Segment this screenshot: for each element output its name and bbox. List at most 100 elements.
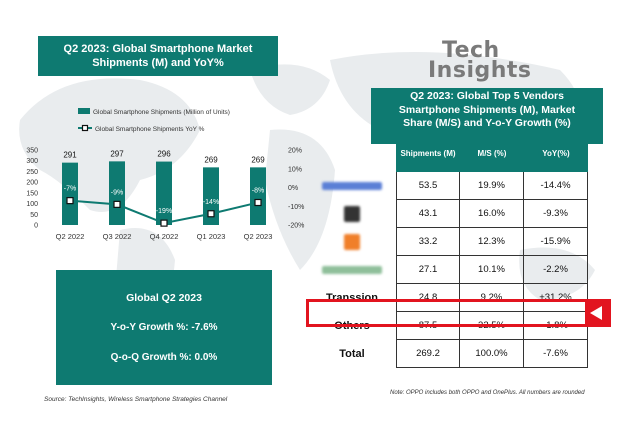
x-axis-label: Q1 2023	[197, 232, 226, 241]
right-title-line3: Share (M/S) and Y-o-Y Growth (%)	[403, 117, 571, 129]
table-row: 53.5 19.9% -14.4%	[308, 172, 603, 200]
table-row: Total 269.2 100.0% -7.6%	[308, 340, 603, 368]
bar-value-label: 297	[110, 149, 124, 158]
vendor-name-cell	[308, 200, 396, 228]
table-value-cell: 12.3%	[460, 228, 524, 256]
x-axis-label: Q4 2022	[150, 232, 179, 241]
blurred-vendor-logo	[322, 266, 382, 274]
bar-value-label: 296	[157, 150, 171, 159]
left-axis: 350 300 250 200 150 100 50 0	[26, 148, 38, 230]
summary-yoy: Y-o-Y Growth %: -7.6%	[110, 322, 218, 333]
left-chart-title: Q2 2023: Global Smartphone Market Shipme…	[38, 36, 278, 76]
legend-bar-label: Global Smartphone Shipments (Million of …	[93, 109, 230, 116]
table-header-cell: YoY(%)	[524, 144, 588, 172]
vendor-name-cell	[308, 172, 396, 200]
table-header-row: Shipments (M) M/S (%) YoY(%)	[308, 144, 603, 172]
table-row: 43.1 16.0% -9.3%	[308, 200, 603, 228]
yoy-marker	[113, 200, 121, 208]
summary-qoq: Q-o-Q Growth %: 0.0%	[110, 352, 218, 363]
right-title-line2: Smartphone Shipments (M), Market	[398, 103, 576, 116]
global-summary-box: Global Q2 2023 Y-o-Y Growth %: -7.6% Q-o…	[56, 270, 272, 385]
left-arrow-icon	[590, 306, 602, 320]
transsion-highlight-frame	[306, 299, 611, 327]
chart-legend: Global Smartphone Shipments (Million of …	[78, 108, 230, 133]
table-value-cell: 53.5	[396, 172, 460, 200]
yoy-marker	[207, 210, 215, 218]
bar	[203, 167, 219, 225]
bar-value-label: 291	[63, 151, 77, 160]
legend-line-label: Global Smartphone Shipments YoY %	[95, 126, 205, 133]
table-note: Note: OPPO includes both OPPO and OnePlu…	[390, 390, 585, 396]
legend-bar-swatch	[78, 108, 90, 114]
table-value-cell: 100.0%	[460, 340, 524, 368]
table-value-cell: 10.1%	[460, 256, 524, 284]
x-axis-label: Q3 2022	[103, 232, 132, 241]
left-axis-tick: 0	[34, 223, 38, 230]
bar	[109, 161, 125, 225]
yoy-value-label: -19%	[156, 208, 172, 215]
bar	[156, 161, 172, 225]
table-header-cell: Shipments (M)	[396, 144, 460, 172]
x-axis-label: Q2 2023	[244, 232, 273, 241]
bar	[62, 162, 78, 225]
right-axis-tick: -20%	[288, 223, 304, 230]
table-value-cell: +31.2%	[524, 284, 588, 312]
table-value-cell: -14.4%	[524, 172, 588, 200]
left-axis-tick: 250	[26, 169, 38, 176]
left-axis-tick: 300	[26, 158, 38, 165]
table-value-cell: 24.8	[396, 284, 460, 312]
bar-value-label: 269	[251, 155, 265, 164]
table-value-cell: 19.9%	[460, 172, 524, 200]
table-value-cell: 33.2	[396, 228, 460, 256]
yoy-marker	[66, 197, 74, 205]
left-axis-tick: 50	[30, 212, 38, 219]
table-value-cell: 9.2%	[460, 284, 524, 312]
left-title-line2: Shipments (M) and YoY%	[92, 57, 224, 69]
table-value-cell: 27.1	[396, 256, 460, 284]
bar-value-label: 269	[204, 155, 218, 164]
table-value-cell: 16.0%	[460, 200, 524, 228]
yoy-value-label: -14%	[203, 199, 219, 206]
blurred-vendor-logo	[344, 206, 360, 222]
left-axis-tick: 350	[26, 148, 38, 155]
right-axis: 20% 10% 0% -10% -20%	[288, 148, 304, 230]
table-value-cell: 43.1	[396, 200, 460, 228]
blurred-vendor-logo	[322, 182, 382, 190]
yoy-value-label: -7%	[64, 186, 76, 193]
yoy-value-label: -9%	[111, 189, 123, 196]
techinsights-logo: Tech Insights	[428, 38, 564, 83]
table-value-cell: 269.2	[396, 340, 460, 368]
bar-value-labels: 291 297 296 269 269	[63, 149, 265, 164]
vendor-name-cell	[308, 228, 396, 256]
source-note: Source: TechInsights, Wireless Smartphon…	[44, 396, 228, 403]
left-axis-tick: 200	[26, 180, 38, 187]
table-value-cell: -7.6%	[524, 340, 588, 368]
left-axis-tick: 150	[26, 190, 38, 197]
x-axis-label: Q2 2022	[56, 232, 85, 241]
vendor-name-cell: Total	[339, 348, 365, 360]
table-row: 27.1 10.1% -2.2%	[308, 256, 603, 284]
table-value-cell: -9.3%	[524, 200, 588, 228]
yoy-line-series: -7% -9% -19% -14% -8%	[64, 186, 264, 227]
table-header-cell: M/S (%)	[460, 144, 524, 172]
bar-series	[62, 161, 266, 225]
right-axis-tick: 10%	[288, 166, 302, 173]
x-axis-labels: Q2 2022 Q3 2022 Q4 2022 Q1 2023 Q2 2023	[56, 232, 273, 241]
bar	[250, 167, 266, 225]
right-table-title: Q2 2023: Global Top 5 Vendors Smartphone…	[371, 88, 603, 144]
left-axis-tick: 100	[26, 201, 38, 208]
legend-line-marker	[81, 124, 89, 132]
right-axis-tick: 0%	[288, 185, 298, 192]
left-title-line1: Q2 2023: Global Smartphone Market	[63, 43, 253, 55]
yoy-marker	[160, 219, 168, 227]
yoy-value-label: -8%	[252, 188, 264, 195]
right-title-line1: Q2 2023: Global Top 5 Vendors	[410, 90, 564, 102]
logo-text-tech: Tech	[442, 38, 500, 63]
table-value-cell: -2.2%	[524, 256, 588, 284]
table-row: 33.2 12.3% -15.9%	[308, 228, 603, 256]
table-value-cell: -15.9%	[524, 228, 588, 256]
yoy-marker	[254, 198, 262, 207]
summary-title: Global Q2 2023	[126, 292, 202, 304]
vendor-name-cell	[308, 256, 396, 284]
right-axis-tick: 20%	[288, 148, 302, 155]
